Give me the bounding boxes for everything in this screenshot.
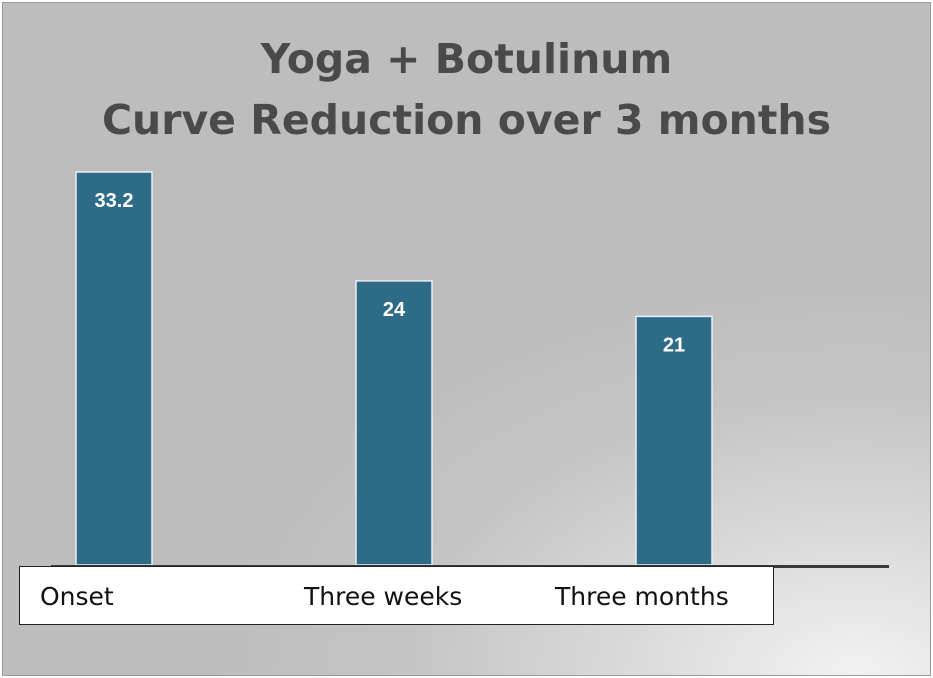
bar-three-months	[635, 315, 713, 566]
bar-three-weeks	[355, 280, 433, 566]
category-axis-labels: Onset Three weeks Three months	[19, 566, 774, 625]
bar-onset	[75, 171, 153, 566]
x-tick-label-three-months: Three months	[555, 582, 729, 611]
chart-title-line-2: Curve Reduction over 3 months	[101, 96, 832, 144]
chart-title-line-1: Yoga + Botulinum	[260, 35, 673, 83]
data-label-three-months: 21	[663, 334, 685, 356]
x-tick-label-onset: Onset	[40, 582, 114, 611]
data-label-three-weeks: 24	[383, 299, 406, 321]
x-tick-label-three-weeks: Three weeks	[304, 582, 463, 611]
data-label-onset: 33.2	[95, 190, 134, 212]
chart-title: Yoga + Botulinum Curve Reduction over 3 …	[3, 29, 930, 151]
